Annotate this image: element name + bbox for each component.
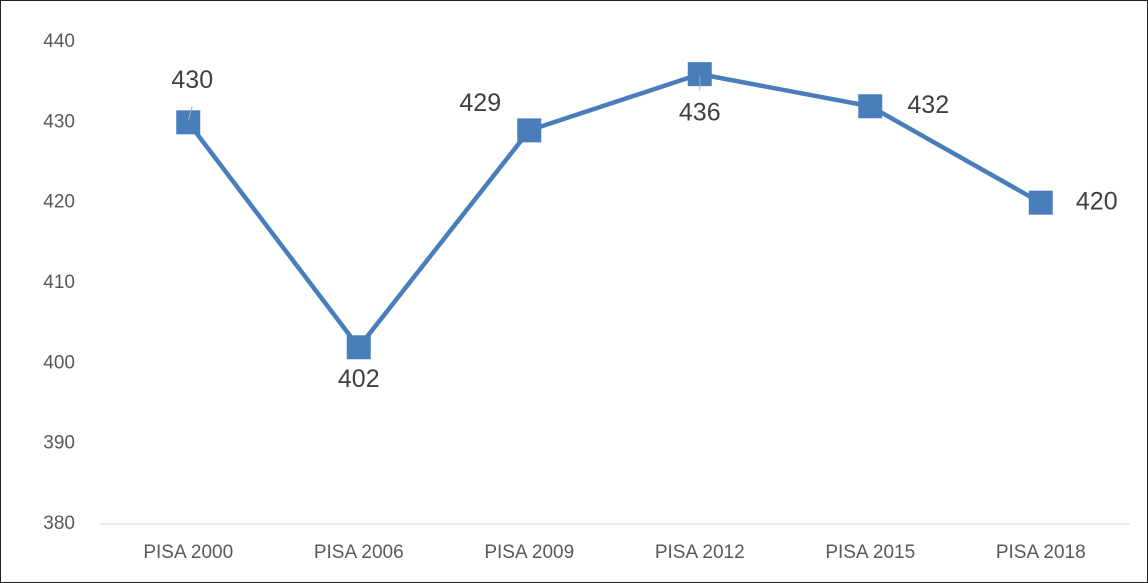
y-tick-label: 390 (43, 433, 75, 454)
y-tick-label: 380 (43, 513, 75, 534)
y-tick-label: 430 (43, 111, 75, 132)
leader-line (187, 106, 193, 121)
y-tick-label: 400 (43, 352, 75, 373)
marker (517, 118, 542, 143)
data-label: 436 (679, 99, 721, 127)
y-tick-label: 440 (43, 31, 75, 52)
marker (1028, 190, 1053, 215)
x-tick-label: PISA 2000 (143, 542, 233, 563)
data-label: 432 (907, 91, 949, 119)
marker (687, 62, 712, 87)
x-tick-label: PISA 2009 (484, 542, 574, 563)
x-tick-label: PISA 2015 (825, 542, 915, 563)
y-tick-label: 420 (43, 192, 75, 213)
data-label: 420 (1076, 187, 1118, 215)
data-label: 429 (459, 89, 501, 117)
series-line (186, 71, 1042, 350)
data-label: 402 (338, 365, 380, 393)
x-tick-label: PISA 2012 (655, 542, 745, 563)
x-tick-label: PISA 2018 (996, 542, 1086, 563)
x-tick-label: PISA 2006 (314, 542, 404, 563)
y-tick-label: 410 (43, 272, 75, 293)
marker (176, 110, 201, 135)
marker (346, 335, 371, 360)
marker (858, 94, 883, 119)
data-label: 430 (171, 66, 213, 94)
